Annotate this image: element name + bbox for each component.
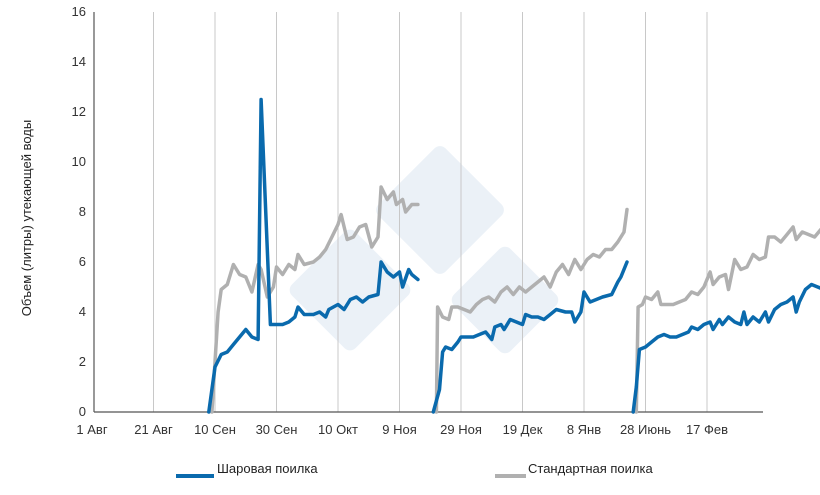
watermark-logo — [289, 146, 559, 354]
x-tick-label: 8 Янв — [567, 422, 601, 437]
y-tick-label: 12 — [72, 104, 86, 119]
legend-item-ball: Шаровая поилка — [176, 461, 318, 478]
x-tick-label: 30 Сен — [256, 422, 298, 437]
y-tick-label: 6 — [79, 254, 86, 269]
x-tick-label: 19 Дек — [503, 422, 543, 437]
series-lines — [207, 97, 820, 414]
y-tick-label: 10 — [72, 154, 86, 169]
x-tick-label: 17 Фев — [686, 422, 728, 437]
y-tick-label: 0 — [79, 404, 86, 419]
series-line-ball — [207, 97, 420, 414]
series-line-standard — [634, 225, 820, 414]
x-tick-label: 9 Ноя — [382, 422, 417, 437]
watermark-tile — [376, 146, 504, 274]
legend-label-ball: Шаровая поилка — [217, 461, 318, 476]
x-tick-label: 29 Ноя — [440, 422, 482, 437]
y-tick-labels: 0 2 4 6 8 10 12 14 16 — [72, 4, 86, 419]
legend: Шаровая поилка Стандартная поилка — [176, 461, 653, 478]
legend-label-standard: Стандартная поилка — [528, 461, 653, 476]
series-line-ball — [631, 282, 820, 414]
x-tick-labels: 1 Авг 21 Авг 10 Сен 30 Сен 10 Окт 9 Ноя 29 Ноя… — [76, 422, 728, 437]
series-line-standard — [434, 207, 629, 414]
legend-item-standard: Стандартная поилка — [495, 461, 653, 478]
y-axis-title: Объем (литры) утекающей воды — [19, 120, 34, 316]
series-line-ball — [431, 260, 629, 414]
x-tick-label: 10 Окт — [318, 422, 358, 437]
x-tick-label: 28 Июнь — [620, 422, 671, 437]
watermark-tile — [451, 246, 559, 354]
y-tick-label: 8 — [79, 204, 86, 219]
y-tick-label: 14 — [72, 54, 86, 69]
y-tick-label: 16 — [72, 4, 86, 19]
y-tick-label: 2 — [79, 354, 86, 369]
series-line-standard — [210, 185, 420, 414]
x-tick-label: 21 Авг — [134, 422, 173, 437]
axes — [93, 12, 763, 413]
y-tick-label: 4 — [79, 304, 86, 319]
watermark-tile — [289, 229, 411, 351]
x-tick-label: 1 Авг — [76, 422, 107, 437]
x-tick-label: 10 Сен — [194, 422, 236, 437]
